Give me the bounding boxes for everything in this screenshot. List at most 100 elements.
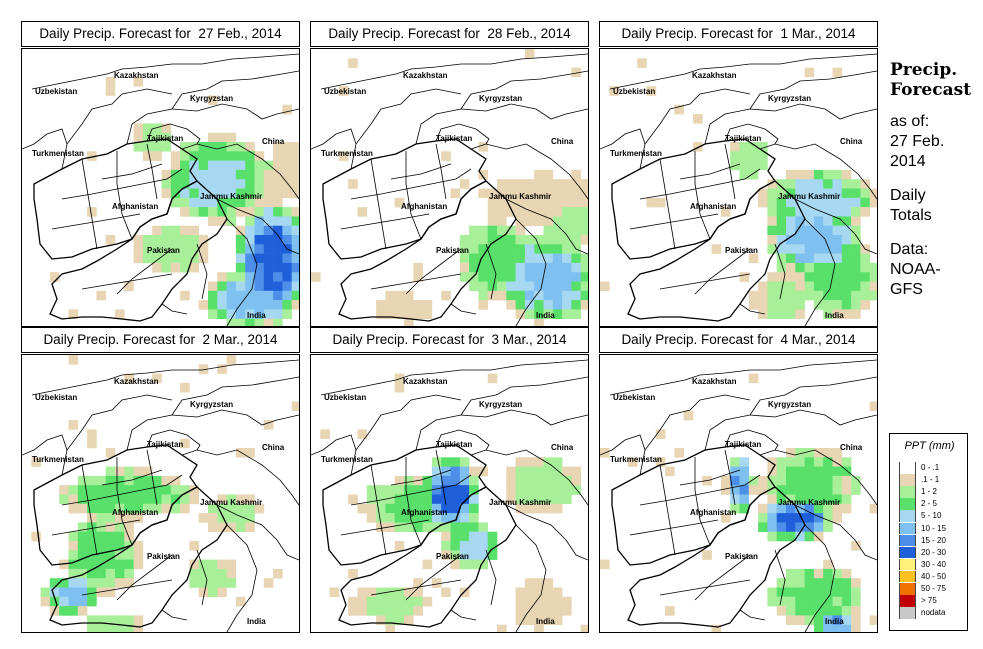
precip-cell (823, 262, 833, 273)
precip-cell (133, 132, 144, 143)
map-label-uzbekistan: Uzbekistan (324, 393, 367, 402)
precip-cell (562, 207, 572, 217)
precip-cell (552, 587, 563, 598)
precip-cell (552, 207, 563, 217)
admin-border (739, 303, 766, 315)
precip-cell (217, 188, 227, 199)
precip-cell (758, 142, 768, 152)
precip-cell (469, 225, 479, 236)
precip-cell (580, 235, 588, 245)
precip-cell (515, 466, 526, 477)
precip-cell (124, 513, 134, 523)
precip-cell (208, 179, 218, 189)
precip-cell (170, 262, 181, 273)
precip-cell (571, 207, 581, 217)
precip-cell (431, 513, 442, 523)
precip-cell (469, 522, 479, 532)
precip-cell (813, 485, 824, 495)
precip-cell (282, 253, 292, 264)
legend-swatch (899, 462, 916, 474)
precip-cell (860, 179, 870, 189)
precip-cell (273, 235, 283, 245)
admin-border (226, 218, 258, 326)
precip-cell (459, 262, 470, 273)
precip-cell (161, 132, 172, 143)
precip-cell (469, 494, 479, 505)
legend-label: .1 - 1 (921, 475, 940, 485)
precip-cell (562, 606, 572, 616)
precip-cell (841, 578, 852, 588)
precip-cell (87, 207, 97, 217)
precip-cell (813, 290, 824, 301)
precip-cell (478, 559, 488, 570)
map-label-china: China (262, 137, 285, 146)
precip-cell (133, 466, 144, 477)
precip-cell (487, 225, 498, 236)
precip-cell (515, 197, 526, 208)
precip-map: Kazakhstan Uzbekistan Kyrgyzstan Tajikistan… (310, 354, 589, 633)
precip-cell (273, 318, 283, 326)
map-canvas (22, 355, 299, 632)
precip-cell (543, 169, 554, 180)
precip-cell (543, 494, 554, 505)
precip-cell (832, 253, 843, 264)
precip-cell (152, 253, 162, 264)
precip-cell (208, 559, 218, 570)
precip-cell (823, 475, 833, 486)
precip-cell (515, 615, 526, 625)
precip-cell (786, 503, 796, 514)
legend-swatch (899, 558, 916, 571)
precip-cell (366, 587, 377, 598)
precip-cell (263, 272, 274, 282)
precip-cell (487, 550, 498, 560)
precip-cell (795, 457, 805, 467)
precip-cell (786, 300, 796, 310)
admin-border (81, 579, 173, 596)
precip-cell (245, 216, 255, 226)
precip-cell (189, 151, 199, 161)
precip-cell (776, 578, 787, 588)
precip-cell (469, 541, 479, 551)
precip-cell (115, 309, 125, 319)
precip-cell (786, 188, 796, 199)
precip-cell (404, 290, 414, 301)
precip-cell (87, 587, 97, 598)
map-label-india: India (825, 311, 844, 320)
admin-border (390, 163, 452, 180)
precip-cell (786, 522, 796, 532)
precip-cell (273, 225, 283, 236)
precip-cell (832, 475, 843, 486)
precip-cell (795, 216, 805, 226)
precip-cell (208, 132, 218, 143)
precip-cell (208, 151, 218, 161)
precip-cell (823, 568, 833, 579)
precip-cell (804, 466, 815, 477)
precip-cell (478, 550, 488, 560)
precip-cell (235, 281, 246, 292)
precip-cell (198, 253, 209, 264)
admin-border (774, 549, 786, 606)
precip-cell (767, 197, 777, 208)
precip-cell (786, 225, 796, 236)
precip-cell (552, 300, 563, 310)
precip-cell (226, 179, 237, 189)
precip-cell (851, 624, 861, 632)
precip-cell (813, 494, 824, 505)
precip-cell (562, 179, 572, 189)
precip-cell (208, 300, 218, 310)
precip-cell (105, 466, 116, 477)
precip-cell (394, 541, 405, 551)
precip-cell (366, 485, 377, 495)
precip-cell (413, 596, 423, 607)
map-label-kazakhstan: Kazakhstan (403, 377, 448, 386)
precip-cell (478, 290, 488, 301)
map-label-afghanistan: Afghanistan (401, 508, 448, 517)
precip-cell (776, 466, 787, 477)
precip-cell (180, 382, 190, 393)
precip-cell (217, 559, 227, 570)
precip-cell (385, 494, 395, 505)
precip-cell (469, 466, 479, 477)
precip-cell (543, 197, 554, 208)
precip-cell (580, 216, 588, 226)
precip-cell (627, 457, 638, 467)
